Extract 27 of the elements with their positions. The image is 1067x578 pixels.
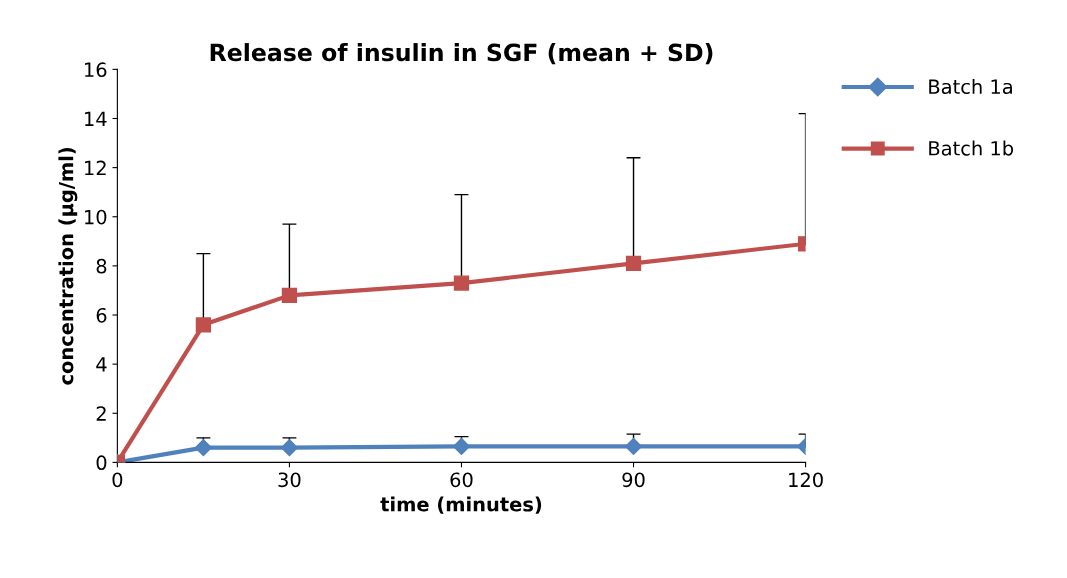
y-tick-label: 12 xyxy=(85,160,106,176)
y-tick-label: 0 xyxy=(96,455,107,471)
x-tick-label: 0 xyxy=(112,472,123,488)
x-tick-label: 120 xyxy=(789,472,823,488)
point xyxy=(195,317,212,333)
point xyxy=(452,437,471,455)
y-tick-label: 16 xyxy=(85,62,107,78)
legend-label: Batch 1a xyxy=(929,79,1012,95)
x-tick-label: 90 xyxy=(622,472,645,488)
point xyxy=(194,439,212,457)
y-tick-label: 4 xyxy=(96,357,107,372)
point xyxy=(624,437,643,455)
point xyxy=(625,255,642,272)
point xyxy=(281,287,298,303)
y-tick-label: 8 xyxy=(96,258,107,274)
legend-label: Batch 1b xyxy=(929,140,1014,156)
x-axis-title: time (minutes) xyxy=(380,496,542,514)
y-tick-label: 10 xyxy=(85,209,107,225)
point xyxy=(453,275,470,291)
y-tick-label: 2 xyxy=(96,406,106,421)
y-tick-label: 6 xyxy=(96,307,107,323)
chart-title: Release of insulin in SGF (mean + SD) xyxy=(210,43,713,65)
x-tick-label: 30 xyxy=(278,472,301,488)
y-axis-title: concentration (µg/ml) xyxy=(58,147,78,385)
point xyxy=(280,439,298,457)
y-tick-label: 14 xyxy=(85,111,107,126)
x-tick-label: 60 xyxy=(450,472,473,488)
